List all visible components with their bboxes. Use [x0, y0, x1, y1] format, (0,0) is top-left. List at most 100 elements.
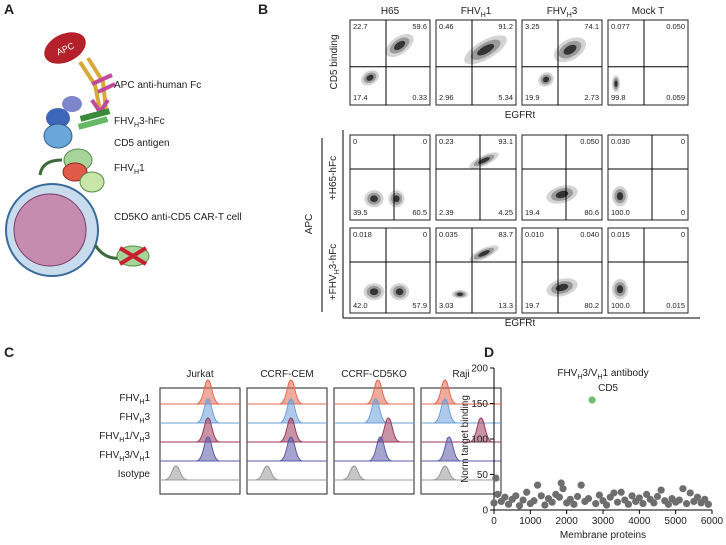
quadrant-value: 0: [681, 230, 685, 239]
point: [534, 481, 542, 489]
flow-plot: [435, 134, 517, 221]
x-tick-label: 2000: [556, 516, 579, 527]
point: [610, 489, 618, 497]
text-part: H: [134, 169, 139, 176]
histogram: [195, 379, 221, 405]
text-part: FHV: [114, 116, 134, 127]
point: [613, 498, 622, 506]
text-part: H: [334, 269, 341, 274]
text-part: +FHV: [328, 274, 339, 300]
y-tick-label: 150: [471, 399, 488, 410]
point: [492, 474, 500, 482]
x-tick-label: 6000: [701, 516, 724, 527]
point: [693, 493, 702, 501]
quadrant-value: 19.4: [525, 208, 540, 217]
row-label: FHVH3/VH1: [99, 450, 150, 463]
text-part: H: [134, 122, 139, 129]
x-tick-label: 1000: [519, 516, 542, 527]
panel-label: C: [4, 344, 14, 360]
column-header: FHVH3: [547, 6, 578, 19]
text-part: FHV: [99, 431, 119, 442]
histogram: [341, 465, 367, 481]
panel-label: D: [484, 344, 494, 360]
quadrant-value: 60.5: [412, 208, 427, 217]
flow-plot: [521, 19, 603, 106]
point: [628, 492, 636, 500]
density: [555, 190, 569, 199]
text-part: Mock T: [632, 6, 665, 17]
quadrant-value: 0.050: [666, 22, 685, 31]
x-tick-label: 5000: [665, 516, 688, 527]
column-header: Mock T: [632, 6, 665, 17]
point: [592, 500, 600, 508]
quadrant-value: 5.34: [498, 93, 513, 102]
quadrant-value: 4.25: [498, 208, 513, 217]
point: [635, 494, 643, 502]
text-part: Isotype: [118, 469, 151, 480]
text-part: H: [119, 456, 124, 463]
density: [563, 44, 577, 55]
point: [657, 486, 665, 494]
column-header: Raji: [452, 369, 469, 380]
chart-title: FHVH3/VH1 antibody: [557, 368, 648, 381]
point: [650, 499, 658, 507]
point: [504, 500, 513, 508]
quadrant-value: 0.059: [666, 93, 685, 102]
quadrant-value: 39.5: [353, 208, 368, 217]
quadrant-value: 0.010: [525, 230, 544, 239]
text-part: 3-hFc: [139, 116, 165, 127]
point: [595, 491, 603, 499]
text-part: 3/V: [582, 368, 597, 379]
point: [557, 479, 565, 487]
text-part: FHV: [557, 368, 577, 379]
quadrant-value: 100.0: [611, 301, 630, 310]
quadrant-value: 80.2: [584, 301, 599, 310]
quadrant-value: 42.0: [353, 301, 368, 310]
quadrant-value: 93.1: [498, 137, 513, 146]
point: [512, 492, 520, 500]
quadrant-value: 83.7: [498, 230, 513, 239]
column-header: Jurkat: [186, 369, 213, 380]
text-part: 3/V: [124, 450, 139, 461]
quadrant-value: 19.9: [525, 93, 540, 102]
text-part: H: [119, 437, 124, 444]
text-part: FHV: [99, 450, 119, 461]
quadrant-value: 0.050: [580, 137, 599, 146]
histogram: [432, 465, 458, 481]
quadrant-value: 91.2: [498, 22, 513, 31]
cartoon: APC: [5, 32, 150, 277]
point: [490, 499, 498, 507]
histogram: [278, 417, 304, 443]
column-header: CCRF-CD5KO: [341, 369, 407, 380]
text-part: H: [139, 456, 144, 463]
histogram: [163, 465, 189, 481]
histogram: [254, 465, 280, 481]
y-tick-label: 0: [482, 506, 488, 517]
point: [537, 492, 545, 500]
quadrant-value: 2.39: [439, 208, 454, 217]
density: [616, 285, 624, 294]
density: [366, 74, 374, 81]
quadrant-value: 2.73: [584, 93, 599, 102]
point: [682, 500, 691, 508]
text-part: 3: [144, 431, 150, 442]
density: [478, 250, 490, 257]
point: [573, 492, 582, 501]
quadrant-value: 0: [681, 208, 685, 217]
cartoon-label: FHVH1: [114, 163, 145, 176]
density: [478, 157, 490, 164]
column-header: CCRF-CEM: [260, 369, 313, 380]
flow-plot: [607, 19, 689, 106]
quadrant-value: 3.25: [525, 22, 540, 31]
point: [588, 396, 596, 404]
quadrant-value: 19.7: [525, 301, 540, 310]
text-part: 1/V: [124, 431, 139, 442]
point: [643, 490, 651, 498]
text-part: H: [577, 374, 582, 381]
flow-plot: [349, 134, 431, 221]
flow-plot: [521, 227, 603, 314]
text-part: FHV: [461, 6, 481, 17]
text-part: H: [567, 12, 572, 19]
point: [577, 481, 585, 489]
histogram: [278, 398, 304, 424]
